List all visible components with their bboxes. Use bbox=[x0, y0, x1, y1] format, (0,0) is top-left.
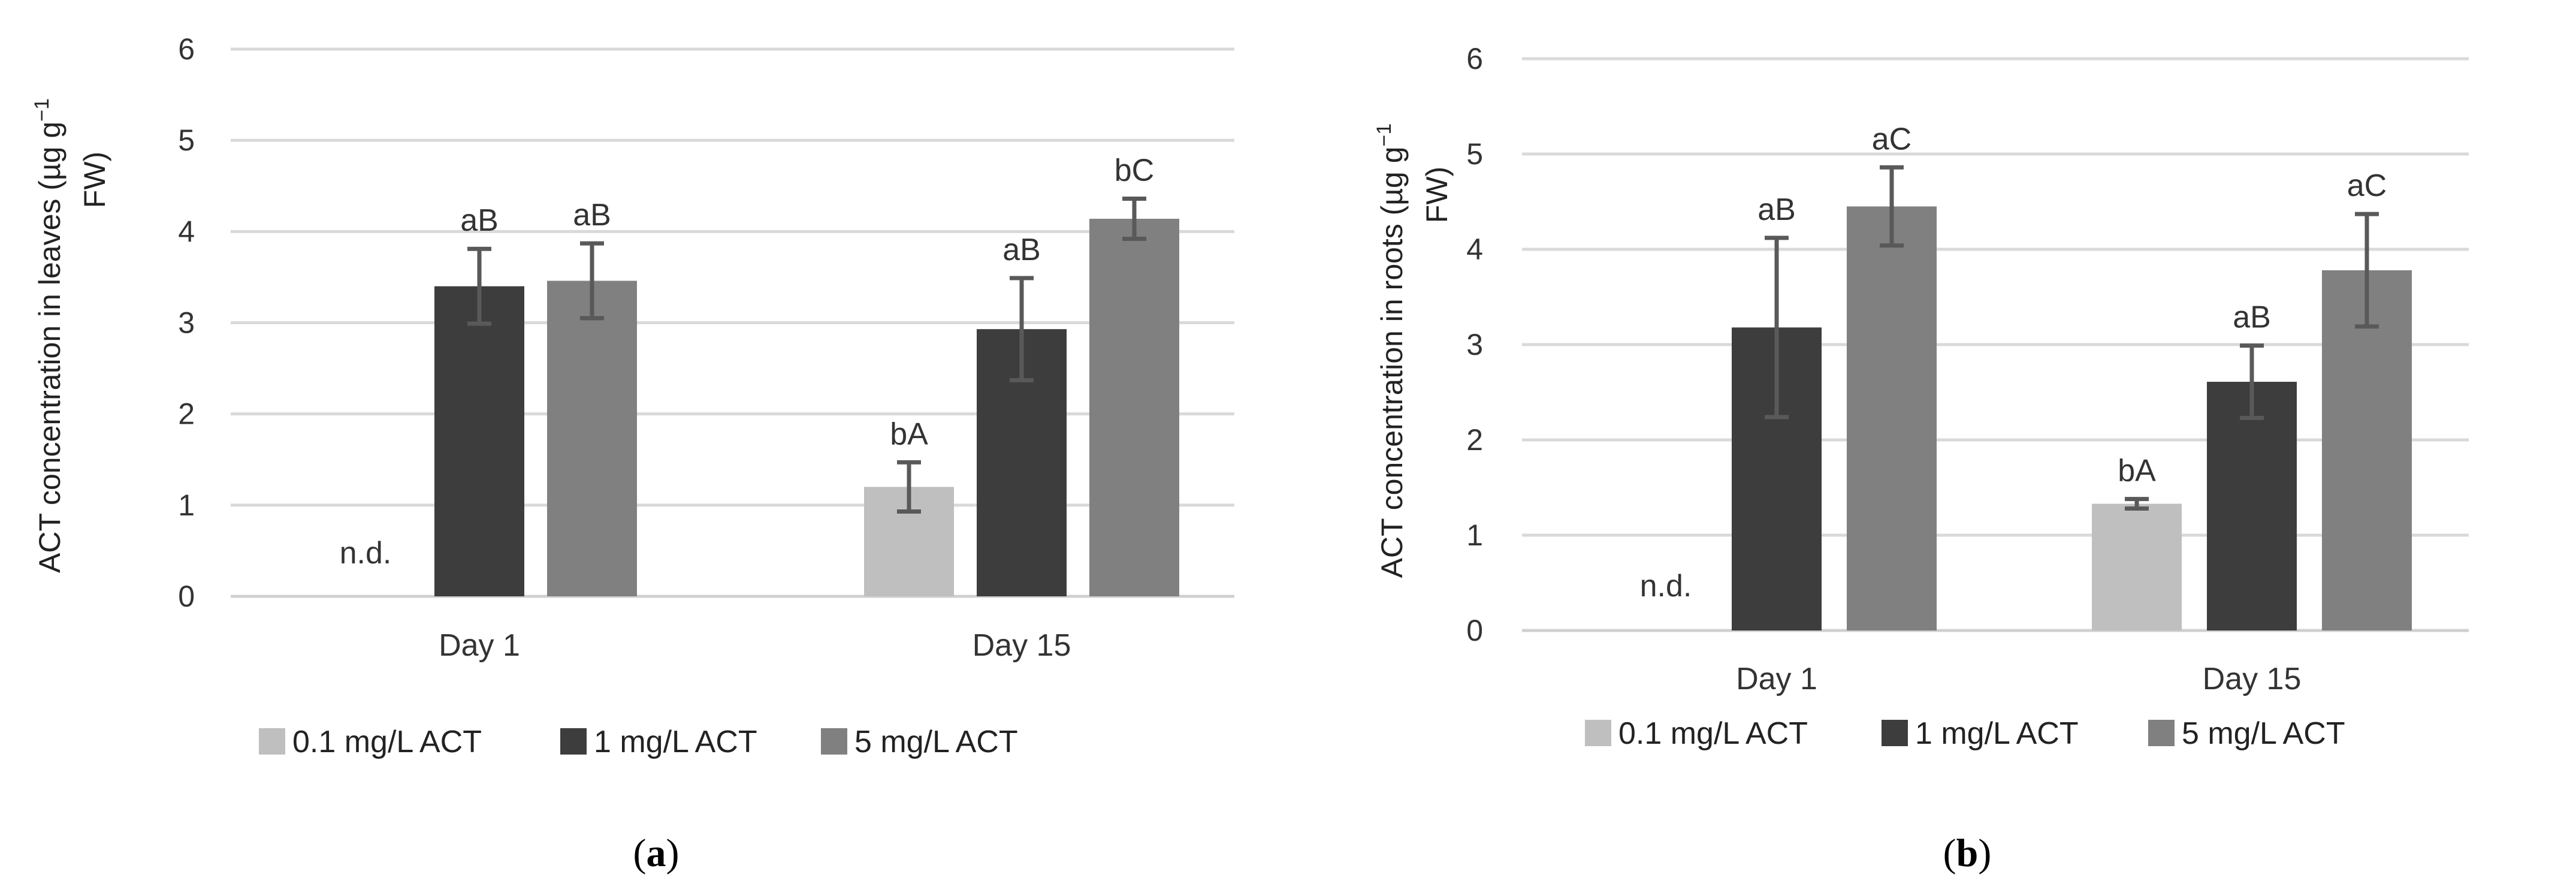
x-category-label: Day 1 bbox=[439, 628, 520, 663]
panel-label: (a) bbox=[633, 831, 680, 875]
y-axis-title-line2: FW) bbox=[78, 152, 111, 208]
significance-label: aB bbox=[2233, 300, 2271, 335]
chart-panel-a: 0 1 2 3 4 5 6 Day 1 Day 15 n.d. bA aB aB aB bC ACT conc… bbox=[31, 32, 1234, 875]
bar bbox=[1847, 206, 1937, 630]
bar bbox=[2322, 270, 2412, 631]
bar bbox=[547, 280, 637, 597]
panel-label-part: ) bbox=[1978, 831, 1991, 875]
y-tick-label: 2 bbox=[178, 397, 195, 431]
y-tick-label: 1 bbox=[1466, 518, 1483, 552]
y-tick-label: 3 bbox=[178, 306, 195, 340]
legend-swatch bbox=[1585, 720, 1611, 746]
legend-label: 0.1 mg/L ACT bbox=[1618, 716, 1808, 751]
not-detected-label: n.d. bbox=[1640, 569, 1692, 604]
y-tick-label: 1 bbox=[178, 488, 195, 522]
significance-label: aB bbox=[573, 198, 611, 233]
x-category-label: Day 15 bbox=[2203, 662, 2302, 696]
bar bbox=[2207, 382, 2297, 630]
y-axis-title: ACT concentration in leaves (µg g−1 bbox=[31, 98, 67, 573]
significance-label: aC bbox=[2347, 168, 2387, 203]
y-tick-label: 0 bbox=[1466, 614, 1483, 647]
legend-label: 5 mg/L ACT bbox=[854, 725, 1018, 759]
significance-label: aB bbox=[1757, 192, 1796, 227]
y-axis-title-superscript: −1 bbox=[31, 98, 53, 122]
chart-panel-b: 0 1 2 3 4 5 6 Day 1 Day 15 n.d. bA aB aB aC aC ACT conc… bbox=[1373, 42, 2469, 875]
x-category-label: Day 1 bbox=[1736, 662, 1817, 696]
bar bbox=[2092, 503, 2182, 630]
panel-label: (b) bbox=[1943, 831, 1992, 875]
legend-label: 1 mg/L ACT bbox=[1915, 716, 2079, 751]
not-detected-label: n.d. bbox=[340, 536, 392, 571]
panel-label-part: ) bbox=[666, 831, 680, 875]
legend-label: 5 mg/L ACT bbox=[2182, 716, 2345, 751]
significance-label: aB bbox=[460, 203, 499, 238]
bar bbox=[434, 286, 524, 597]
significance-label: bC bbox=[1115, 153, 1154, 188]
y-tick-label: 5 bbox=[1466, 137, 1483, 171]
legend-label: 0.1 mg/L ACT bbox=[292, 725, 482, 759]
legend-swatch bbox=[259, 728, 285, 755]
y-tick-label: 4 bbox=[1466, 233, 1483, 266]
y-tick-label: 4 bbox=[178, 215, 195, 248]
y-axis-title: ACT concentration in roots (µg g−1 bbox=[1373, 123, 1409, 578]
y-tick-label: 0 bbox=[178, 580, 195, 613]
significance-label: aB bbox=[1002, 233, 1041, 267]
panel-label-part: b bbox=[1956, 831, 1979, 875]
significance-label: bA bbox=[890, 417, 928, 451]
y-tick-label: 5 bbox=[178, 123, 195, 157]
y-tick-label: 3 bbox=[1466, 328, 1483, 361]
y-tick-label: 6 bbox=[1466, 42, 1483, 76]
panel-label-part: a bbox=[647, 831, 666, 875]
panel-label-part: ( bbox=[633, 831, 647, 875]
y-axis-title-line2: FW) bbox=[1420, 167, 1454, 223]
panel-label-part: ( bbox=[1943, 831, 1956, 875]
x-category-label: Day 15 bbox=[973, 628, 1071, 663]
significance-label: bA bbox=[2118, 454, 2156, 488]
legend-swatch bbox=[2148, 720, 2175, 746]
significance-label: aC bbox=[1872, 122, 1911, 156]
y-tick-label: 6 bbox=[178, 32, 195, 66]
legend-swatch bbox=[821, 728, 847, 755]
bar bbox=[1089, 219, 1179, 596]
legend-swatch bbox=[560, 728, 587, 755]
legend-label: 1 mg/L ACT bbox=[594, 725, 757, 759]
legend-swatch bbox=[1882, 720, 1908, 746]
y-tick-label: 2 bbox=[1466, 423, 1483, 457]
y-axis-title-superscript: −1 bbox=[1373, 123, 1396, 147]
